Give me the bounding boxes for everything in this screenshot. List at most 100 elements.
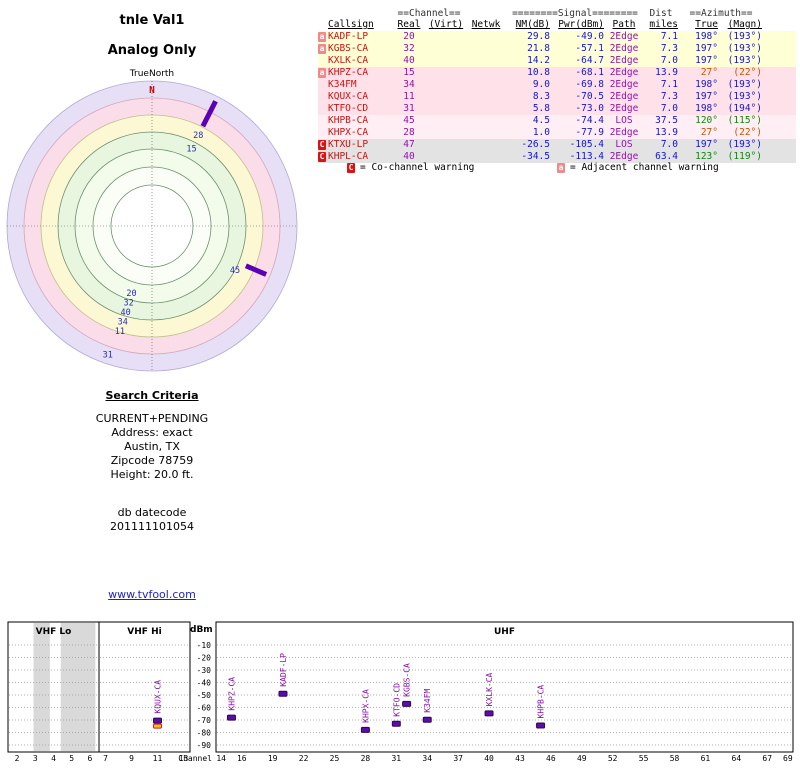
station-marker-highlight: [153, 723, 162, 729]
search-line: Zipcode 78759: [110, 454, 194, 467]
table-row: a KHPZ-CA 15 10.8 -68.1 2Edge 13.9 27° (22°): [318, 67, 796, 79]
cell-path: 2Edge: [609, 127, 639, 138]
channel-tick-label: 49: [577, 754, 587, 763]
cell-miles: 7.1: [660, 79, 678, 90]
cell-magn: (193°): [727, 139, 762, 150]
azimuth-pointer: [244, 263, 268, 277]
tvfool-link[interactable]: www.tvfool.com: [108, 588, 196, 601]
channel-tick-label: 55: [639, 754, 649, 763]
station-marker: [153, 717, 162, 724]
cell-virt: [426, 139, 466, 151]
table-row: KXLK-CA 40 14.2 -64.7 2Edge 7.0 197° (193°): [318, 55, 796, 67]
cell-callsign: KHPB-CA: [328, 115, 369, 126]
channel-tick-label: 2: [15, 754, 20, 763]
cell-magn: (193°): [727, 55, 762, 66]
cell-virt: [426, 91, 466, 103]
cell-callsign: KHPL-CA: [328, 151, 369, 162]
cell-badge: C: [318, 151, 328, 163]
cell-nm: 10.8: [527, 67, 550, 78]
cell-netwk: [466, 79, 506, 91]
cell-real: 15: [403, 67, 415, 78]
cell-miles: 7.3: [660, 43, 678, 54]
legend-co-channel: C = Co-channel warning: [347, 162, 474, 174]
radar-point-label: 34: [118, 318, 128, 328]
header-pwr: Pwr(dBm): [558, 19, 604, 30]
cell-nm: 8.3: [532, 91, 550, 102]
cell-magn: (115°): [727, 115, 762, 126]
radar-subtitle: Analog Only: [108, 43, 197, 58]
channel-tick-label: 11: [153, 754, 163, 763]
cell-netwk: [466, 43, 506, 55]
header-miles: miles: [649, 19, 678, 30]
cell-netwk: [466, 91, 506, 103]
cell-real: 34: [403, 79, 415, 90]
cell-path: 2Edge: [609, 91, 639, 102]
cell-netwk: [466, 55, 506, 67]
cell-fill: [764, 55, 796, 67]
station-marker: [278, 690, 288, 697]
cell-path: 2Edge: [609, 103, 639, 114]
cell-virt: [426, 43, 466, 55]
cell-virt: [426, 79, 466, 91]
cell-netwk: [466, 103, 506, 115]
cell-callsign: K34FM: [328, 79, 357, 90]
db-tick-label: -20: [197, 654, 212, 663]
station-label: KHPB-CA: [537, 685, 546, 719]
header-true: True: [695, 19, 718, 30]
cell-true: 27°: [700, 127, 718, 138]
co-channel-badge: C: [347, 163, 355, 173]
cell-nm: 21.8: [527, 43, 550, 54]
cell-badge: a: [318, 67, 328, 79]
table-row: KTFO-CD 31 5.8 -73.0 2Edge 7.0 198° (194°): [318, 103, 796, 115]
cell-nm: 1.0: [532, 127, 550, 138]
cell-true: 197°: [695, 55, 718, 66]
cell-virt: [426, 127, 466, 139]
channel-tick-label: 14: [216, 754, 226, 763]
station-label: KQUX-CA: [154, 680, 163, 714]
cell-fill: [764, 43, 796, 55]
channel-tick-label: 40: [484, 754, 494, 763]
cell-nm: 29.8: [527, 31, 550, 42]
cell-magn: (193°): [727, 43, 762, 54]
cell-badge: [318, 127, 328, 139]
cell-fill: [764, 139, 796, 151]
cell-path: 2Edge: [609, 79, 639, 90]
db-tick-label: -70: [197, 716, 212, 725]
channel-tick-label: 7: [103, 754, 108, 763]
radar-crosshair: [7, 81, 297, 371]
cell-path: LOS: [615, 139, 633, 150]
cell-miles: 7.1: [660, 31, 678, 42]
cell-pwr: -70.5: [575, 91, 604, 102]
cell-magn: (194°): [727, 103, 762, 114]
channel-tick-label: 46: [546, 754, 556, 763]
legend-adj-text: = Adjacent channel warning: [570, 162, 719, 173]
cell-magn: (193°): [727, 79, 762, 90]
table-row: KQUX-CA 11 8.3 -70.5 2Edge 7.3 197° (193°): [318, 91, 796, 103]
shaded-band: [60, 623, 96, 751]
cell-miles: 37.5: [655, 115, 678, 126]
cell-magn: (22°): [733, 67, 762, 78]
cell-miles: 13.9: [655, 127, 678, 138]
header-badge-spacer: [318, 19, 328, 31]
header-callsign: Callsign: [328, 19, 374, 30]
band-panel: [215, 621, 794, 753]
cell-real: 28: [403, 127, 415, 138]
table-row: a KGBS-CA 32 21.8 -57.1 2Edge 7.3 197° (193°): [318, 43, 796, 55]
cell-real: 31: [403, 103, 415, 114]
radar-point-label: 40: [121, 308, 131, 318]
cell-real: 40: [403, 151, 415, 162]
cell-badge: [318, 55, 328, 67]
adjacent-channel-badge: a: [557, 163, 565, 173]
cell-callsign: KGBS-CA: [328, 43, 369, 54]
cell-callsign: KXLK-CA: [328, 55, 369, 66]
cell-netwk: [466, 67, 506, 79]
spectrum-chart: dBm -10 -20 -30 -40 -50 -60 -70 -80 -90 Channel VHF…: [7, 621, 794, 763]
db-tick-label: -80: [197, 729, 212, 738]
cell-path: 2Edge: [609, 31, 639, 42]
cell-callsign: KQUX-CA: [328, 91, 369, 102]
db-tick-label: -30: [197, 666, 212, 675]
header-real: Real: [397, 19, 421, 30]
cell-fill: [764, 31, 796, 43]
search-line: Height: 20.0 ft.: [110, 468, 194, 481]
cell-fill: [764, 115, 796, 127]
